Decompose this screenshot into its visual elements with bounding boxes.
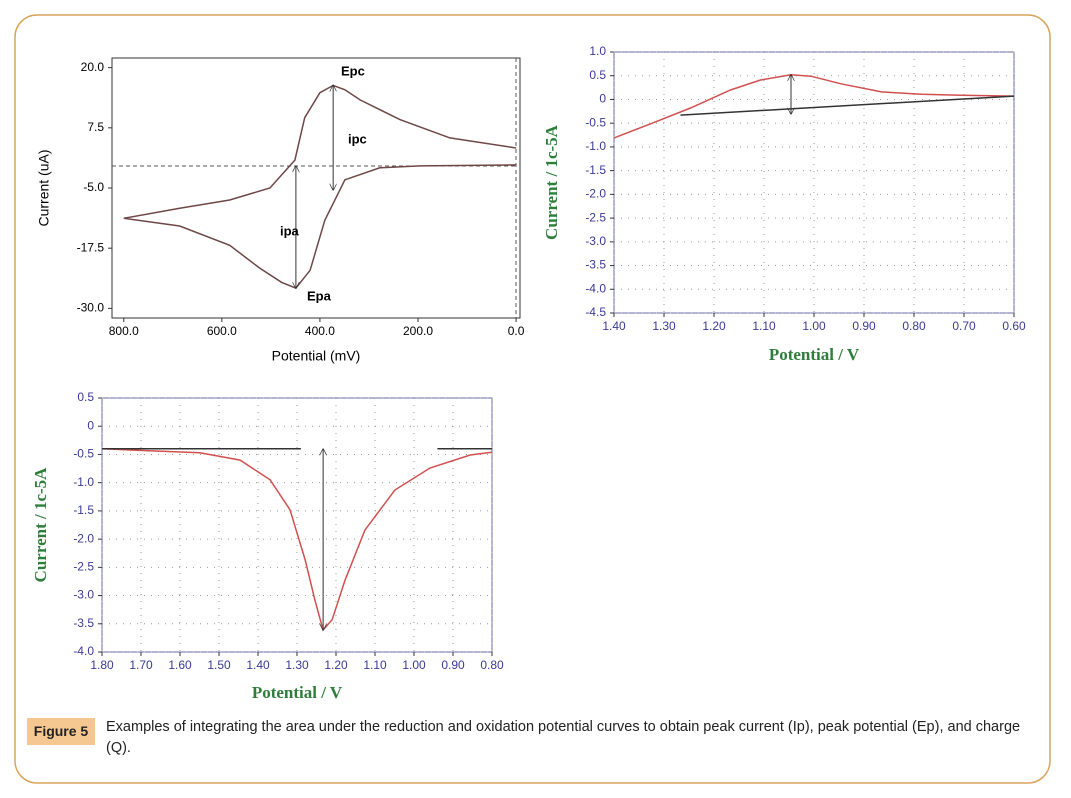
y-tick-label: -4.0: [585, 281, 606, 295]
y-tick-label: -1.0: [585, 139, 606, 153]
y-tick-label: -3.5: [73, 616, 94, 630]
x-tick-label: 600.0: [207, 324, 237, 338]
x-tick-label: 0.60: [1002, 319, 1026, 333]
x-tick-label: 800.0: [109, 324, 139, 338]
x-tick-label: 1.00: [402, 658, 426, 672]
x-tick-label: 400.0: [305, 324, 335, 338]
x-tick-label: 0.90: [852, 319, 876, 333]
x-tick-label: 1.10: [363, 658, 387, 672]
y-tick-label: 0.5: [589, 68, 606, 82]
x-tick-label: 1.70: [129, 658, 153, 672]
y-tick-label: -3.5: [585, 258, 606, 272]
x-tick-label: 0.0: [508, 324, 525, 338]
x-tick-label: 0.90: [441, 658, 465, 672]
frame: [14, 14, 1051, 784]
y-tick-label: -4.0: [73, 644, 94, 658]
y-axis-label: Current / 1c-5A: [31, 467, 50, 583]
y-tick-label: -2.0: [585, 187, 606, 201]
x-tick-label: 1.10: [752, 319, 776, 333]
x-axis-label: Potential / V: [769, 345, 860, 364]
y-tick-label: -2.5: [585, 210, 606, 224]
y-tick-label: -4.5: [585, 305, 606, 319]
x-tick-label: 0.70: [952, 319, 976, 333]
y-tick-label: -1.5: [585, 163, 606, 177]
x-tick-label: 1.30: [285, 658, 309, 672]
x-tick-label: 1.40: [246, 658, 270, 672]
x-tick-label: 1.80: [90, 658, 114, 672]
series-line: [123, 164, 517, 290]
y-tick-label: -1.5: [73, 503, 94, 517]
y-tick-label: 0.5: [77, 390, 94, 404]
x-axis-label: Potential / V: [252, 683, 343, 702]
series-line: [680, 95, 1015, 116]
y-axis-label: Current (uA): [36, 149, 52, 226]
y-tick-label: 0: [599, 92, 606, 106]
x-axis-label: Potential (mV): [272, 348, 361, 364]
x-tick-label: 1.50: [207, 658, 231, 672]
y-tick-label: -30.0: [77, 301, 105, 315]
x-tick-label: 1.00: [802, 319, 826, 333]
x-tick-label: 1.60: [168, 658, 192, 672]
x-tick-label: 200.0: [403, 324, 433, 338]
y-tick-label: 0: [87, 418, 94, 432]
plot-frame: [613, 51, 1015, 314]
y-tick-label: -0.5: [585, 115, 606, 129]
y-tick-label: -5.0: [83, 180, 104, 194]
x-tick-label: 0.80: [902, 319, 926, 333]
y-tick-label: -3.0: [585, 234, 606, 248]
y-tick-label: -17.5: [77, 240, 105, 254]
x-tick-label: 0.80: [480, 658, 504, 672]
annotation: ipc: [348, 131, 367, 146]
x-tick-label: 1.20: [324, 658, 348, 672]
x-tick-label: 1.40: [602, 319, 626, 333]
annotation: ipa: [280, 223, 300, 238]
y-tick-label: -0.5: [73, 447, 94, 461]
annotation: Epc: [341, 63, 365, 78]
series-line: [123, 84, 517, 220]
series-line: [613, 74, 1015, 139]
plot-frame: [111, 57, 521, 319]
y-tick-label: -2.5: [73, 560, 94, 574]
y-tick-label: 7.5: [87, 120, 104, 134]
caption-text: Examples of integrating the area under t…: [106, 719, 1021, 756]
y-tick-label: -2.0: [73, 531, 94, 545]
y-axis-label: Current / 1c-5A: [542, 124, 561, 240]
caption-label: Figure 5: [27, 718, 95, 745]
y-tick-label: -1.0: [73, 475, 94, 489]
annotation: Epa: [307, 288, 332, 303]
x-tick-label: 1.30: [652, 319, 676, 333]
y-tick-label: 1.0: [589, 44, 606, 58]
x-tick-label: 1.20: [702, 319, 726, 333]
y-tick-label: 20.0: [81, 60, 105, 74]
y-tick-label: -3.0: [73, 588, 94, 602]
